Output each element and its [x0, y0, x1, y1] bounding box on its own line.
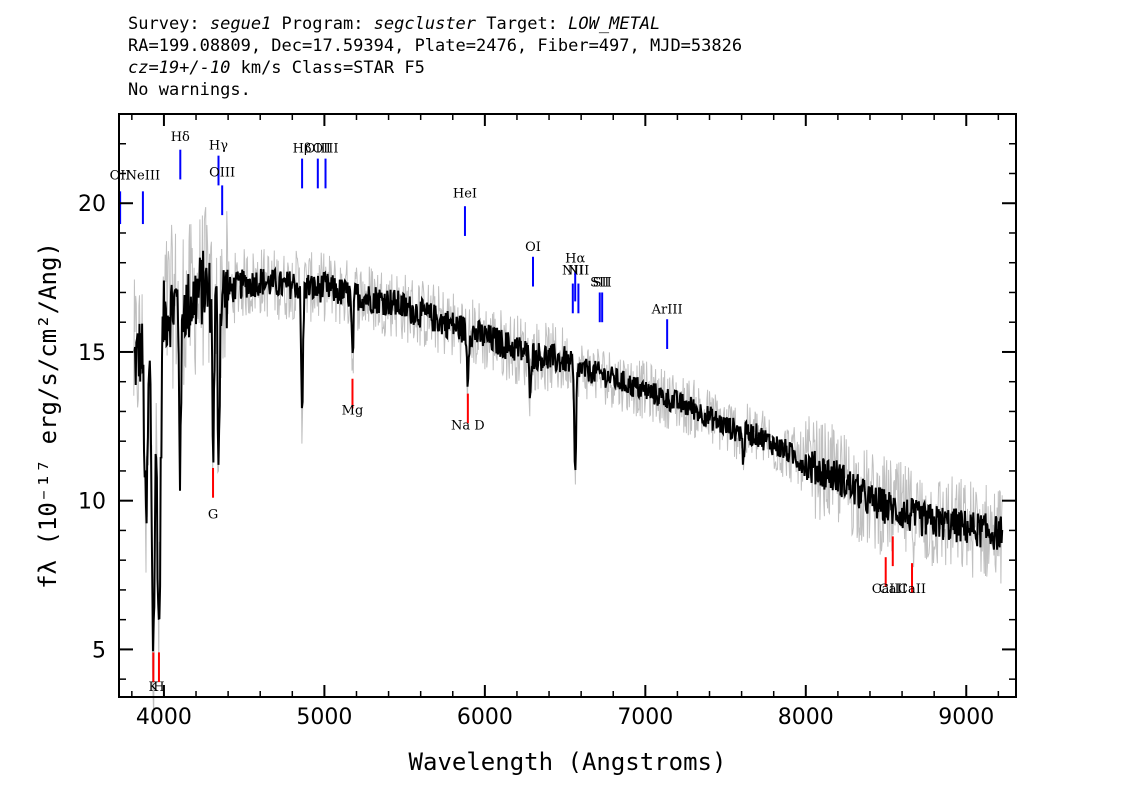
emission-line-label-1: NeIII — [126, 168, 160, 183]
absorption-line-label-6: CaII — [879, 582, 907, 597]
header-survey-part-2: Program: — [271, 14, 374, 34]
emission-line-label-2: Hδ — [171, 130, 190, 145]
emission-line-label-3: Hγ — [209, 139, 228, 154]
header-line-warnings: No warnings. — [128, 80, 251, 100]
absorption-line-label-4: Na D — [451, 418, 485, 433]
absorption-line-label-1: H — [153, 680, 164, 695]
absorption-line-label-5: CaII — [872, 582, 900, 597]
flux-curve — [133, 250, 1004, 652]
y-tick-label-1: 10 — [78, 490, 106, 515]
y-tick-label-0: 5 — [92, 638, 106, 663]
x-tick-label-2: 6000 — [457, 705, 513, 730]
emission-line-label-15: ArIII — [651, 302, 683, 317]
plot-frame — [118, 113, 1017, 698]
emission-line-label-5: Hβ — [293, 142, 312, 157]
emission-line-label-10: NII — [562, 264, 584, 279]
y-tick-label-3: 20 — [78, 192, 106, 217]
emission-line-label-6: OIII — [305, 142, 331, 157]
x-tick-label-0: 4000 — [136, 705, 192, 730]
x-tick-label-5: 9000 — [938, 705, 994, 730]
emission-line-label-4: OIII — [209, 165, 235, 180]
absorption-line-label-3: Mg — [342, 403, 364, 418]
header-class-part-0: cz=19+/-10 — [128, 58, 231, 78]
axis-ticks: 4000 5000 6000 7000 8000 9000 5 10 15 20 — [78, 114, 1016, 730]
flux-series — [133, 250, 1004, 652]
header-survey-part-1: segue1 — [209, 14, 272, 34]
x-tick-label-1: 5000 — [296, 705, 352, 730]
y-axis-label: fλ (10⁻¹⁷ erg/s/cm²/Ang) — [34, 242, 62, 589]
header-line-survey: Survey: segue1 Program: segcluster Targe… — [128, 13, 742, 35]
spectrum-header: Survey: segue1 Program: segcluster Targe… — [128, 13, 742, 101]
y-tick-label-2: 15 — [78, 341, 106, 366]
emission-line-label-9: OI — [525, 240, 541, 255]
emission-line-label-12: NII — [568, 264, 590, 279]
emission-line-label-7: OIII — [312, 142, 338, 157]
x-tick-label-4: 8000 — [778, 705, 834, 730]
absorption-line-label-0: K — [148, 680, 158, 695]
header-class-part-1: km/s Class=STAR F5 — [230, 58, 425, 78]
emission-line-label-14: SII — [593, 276, 612, 291]
emission-line-label-13: SII — [590, 276, 609, 291]
spectral-line-markers: OIINeIIIHδHγOIIIHβOIIIOIIIHeIOINIIHαNIIS… — [110, 130, 926, 695]
header-survey-part-4: Target: — [476, 14, 569, 34]
emission-line-label-0: OII — [110, 168, 131, 183]
header-survey-part-3: segcluster — [373, 14, 477, 34]
absorption-line-label-7: CaII — [898, 582, 926, 597]
x-tick-label-3: 7000 — [617, 705, 673, 730]
header-survey-part-5: LOW_METAL — [568, 14, 661, 34]
header-line-coordinates: RA=199.08809, Dec=17.59394, Plate=2476, … — [128, 36, 743, 56]
header-survey-part-0: Survey: — [128, 14, 210, 34]
emission-line-label-8: HeI — [453, 186, 477, 201]
emission-line-label-11: Hα — [565, 252, 585, 267]
x-axis-label: Wavelength (Angstroms) — [409, 748, 727, 776]
absorption-line-label-2: G — [208, 508, 218, 523]
header-line-redshift-class: cz=19+/-10 km/s Class=STAR F5 — [128, 57, 742, 79]
